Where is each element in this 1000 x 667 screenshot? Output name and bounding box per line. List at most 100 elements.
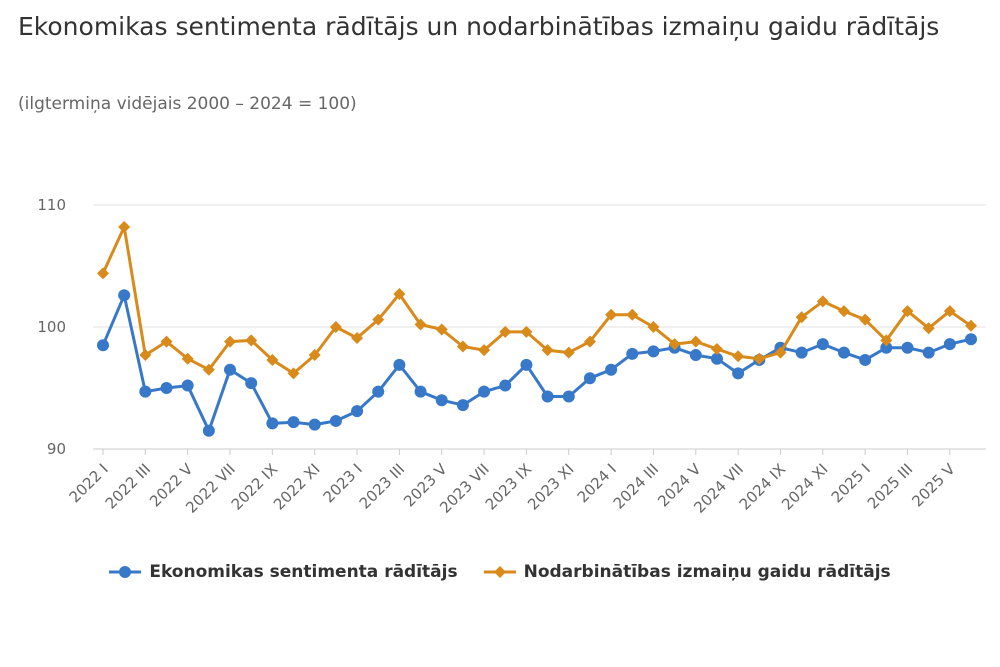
series-1-point — [859, 353, 872, 366]
legend-diamond-marker-icon — [483, 566, 516, 578]
x-tick-label-5: 2022 XI — [270, 460, 323, 513]
x-tick-label-1: 2022 III — [102, 460, 154, 512]
series-1-point — [414, 385, 427, 398]
series-2-point — [541, 344, 554, 357]
series-1-point — [118, 289, 131, 302]
series-2-point — [393, 288, 406, 301]
series-1-point — [202, 424, 215, 437]
y-tick-label-100: 100 — [37, 318, 66, 336]
series-1-point — [520, 358, 533, 371]
series-1-point — [308, 418, 321, 431]
series-2-point — [732, 350, 745, 363]
series-2-point — [816, 295, 829, 308]
series-1-point — [562, 390, 575, 403]
series-1-point — [816, 338, 829, 351]
series-1-point — [922, 346, 935, 359]
series-2-point — [351, 331, 364, 344]
series-1-point — [880, 341, 893, 354]
x-tick-label-13: 2024 III — [610, 460, 662, 512]
series-2-point — [435, 323, 448, 336]
series-2-point — [499, 325, 512, 338]
series-1-point — [965, 333, 977, 346]
series-1-point — [435, 394, 448, 407]
series-2-point — [710, 342, 723, 355]
series-2-point — [605, 308, 618, 321]
series-2-point — [118, 220, 131, 233]
series-2-point — [520, 325, 533, 338]
series-2-point — [372, 313, 385, 326]
series-1-point — [393, 358, 406, 371]
series-1-point — [499, 379, 512, 392]
legend-circle-marker-icon — [109, 566, 142, 578]
series-2-point — [689, 335, 702, 348]
chart-title: Ekonomikas sentimenta rādītājs un nodarb… — [18, 12, 940, 41]
series-2-point — [181, 352, 194, 365]
series-2-point — [901, 305, 914, 318]
series-2-point — [245, 334, 258, 347]
series-1-point — [583, 372, 596, 385]
series-2-point — [943, 305, 956, 318]
series-2-point — [414, 318, 427, 331]
series-2-point — [202, 363, 215, 376]
x-tick-label-7: 2023 III — [356, 460, 408, 512]
series-2-point — [308, 349, 321, 362]
legend-item-series-2[interactable]: Nodarbinātības izmaiņu gaidu rādītājs — [483, 562, 891, 582]
series-1-point — [478, 385, 491, 398]
series-1-point — [224, 363, 237, 376]
legend-item-series-1[interactable]: Ekonomikas sentimenta rādītājs — [109, 562, 458, 582]
x-tick-label-4: 2022 IX — [228, 460, 281, 513]
series-2-point — [160, 335, 173, 348]
x-tick-label-10: 2023 IX — [482, 460, 535, 513]
series-2-point — [880, 334, 893, 347]
series-2-point — [859, 313, 872, 326]
x-tick-label-19: 2025 III — [864, 460, 916, 512]
series-1-point — [181, 379, 194, 392]
series-2-point — [647, 321, 660, 333]
legend-label-series-1: Ekonomikas sentimenta rādītājs — [149, 562, 458, 582]
series-1-point — [372, 385, 385, 398]
series-2-point — [922, 322, 935, 335]
series-1-point — [139, 385, 152, 398]
x-tick-label-11: 2023 XI — [524, 460, 577, 513]
series-1-point — [732, 367, 745, 380]
y-tick-label-110: 110 — [37, 196, 66, 214]
series-1-point — [287, 416, 300, 429]
series-2-point — [478, 344, 491, 357]
series-1-point — [456, 399, 469, 412]
x-tick-label-17: 2024 XI — [778, 460, 831, 513]
x-tick-label-20: 2025 V — [908, 460, 959, 511]
series-1-line — [101, 293, 972, 433]
series-1-point — [795, 346, 808, 359]
series-2-point — [774, 346, 787, 359]
legend: Ekonomikas sentimenta rādītājs Nodarbinā… — [0, 562, 1000, 582]
series-1-point — [710, 352, 723, 365]
series-2-point — [139, 349, 152, 362]
series-1-point — [626, 347, 639, 360]
chart-subtitle: (ilgtermiņa vidējais 2000 – 2024 = 100) — [18, 94, 357, 114]
series-1-point — [605, 363, 618, 376]
series-1-point — [329, 414, 342, 427]
series-1-point — [901, 341, 914, 354]
series-1-point — [245, 377, 258, 390]
series-1-point — [351, 405, 364, 418]
series-2-point — [626, 308, 639, 321]
series-2-point — [287, 367, 300, 380]
series-2-point — [965, 319, 977, 332]
series-1-point — [837, 346, 850, 359]
series-2-point — [224, 335, 237, 348]
series-1-point — [647, 345, 660, 358]
series-2-point — [562, 346, 575, 359]
x-tick-label-16: 2024 IX — [736, 460, 789, 513]
series-1-point — [266, 417, 279, 430]
series-2-point — [97, 267, 109, 280]
series-1-point — [160, 382, 173, 394]
series-2-point — [753, 352, 766, 365]
y-tick-label-90: 90 — [47, 440, 66, 458]
series-2-point — [837, 305, 850, 318]
series-2-point — [329, 321, 342, 333]
series-1-point — [943, 338, 956, 351]
series-2-point — [795, 311, 808, 324]
series-1-point — [97, 339, 109, 352]
series-1-point — [689, 349, 702, 362]
